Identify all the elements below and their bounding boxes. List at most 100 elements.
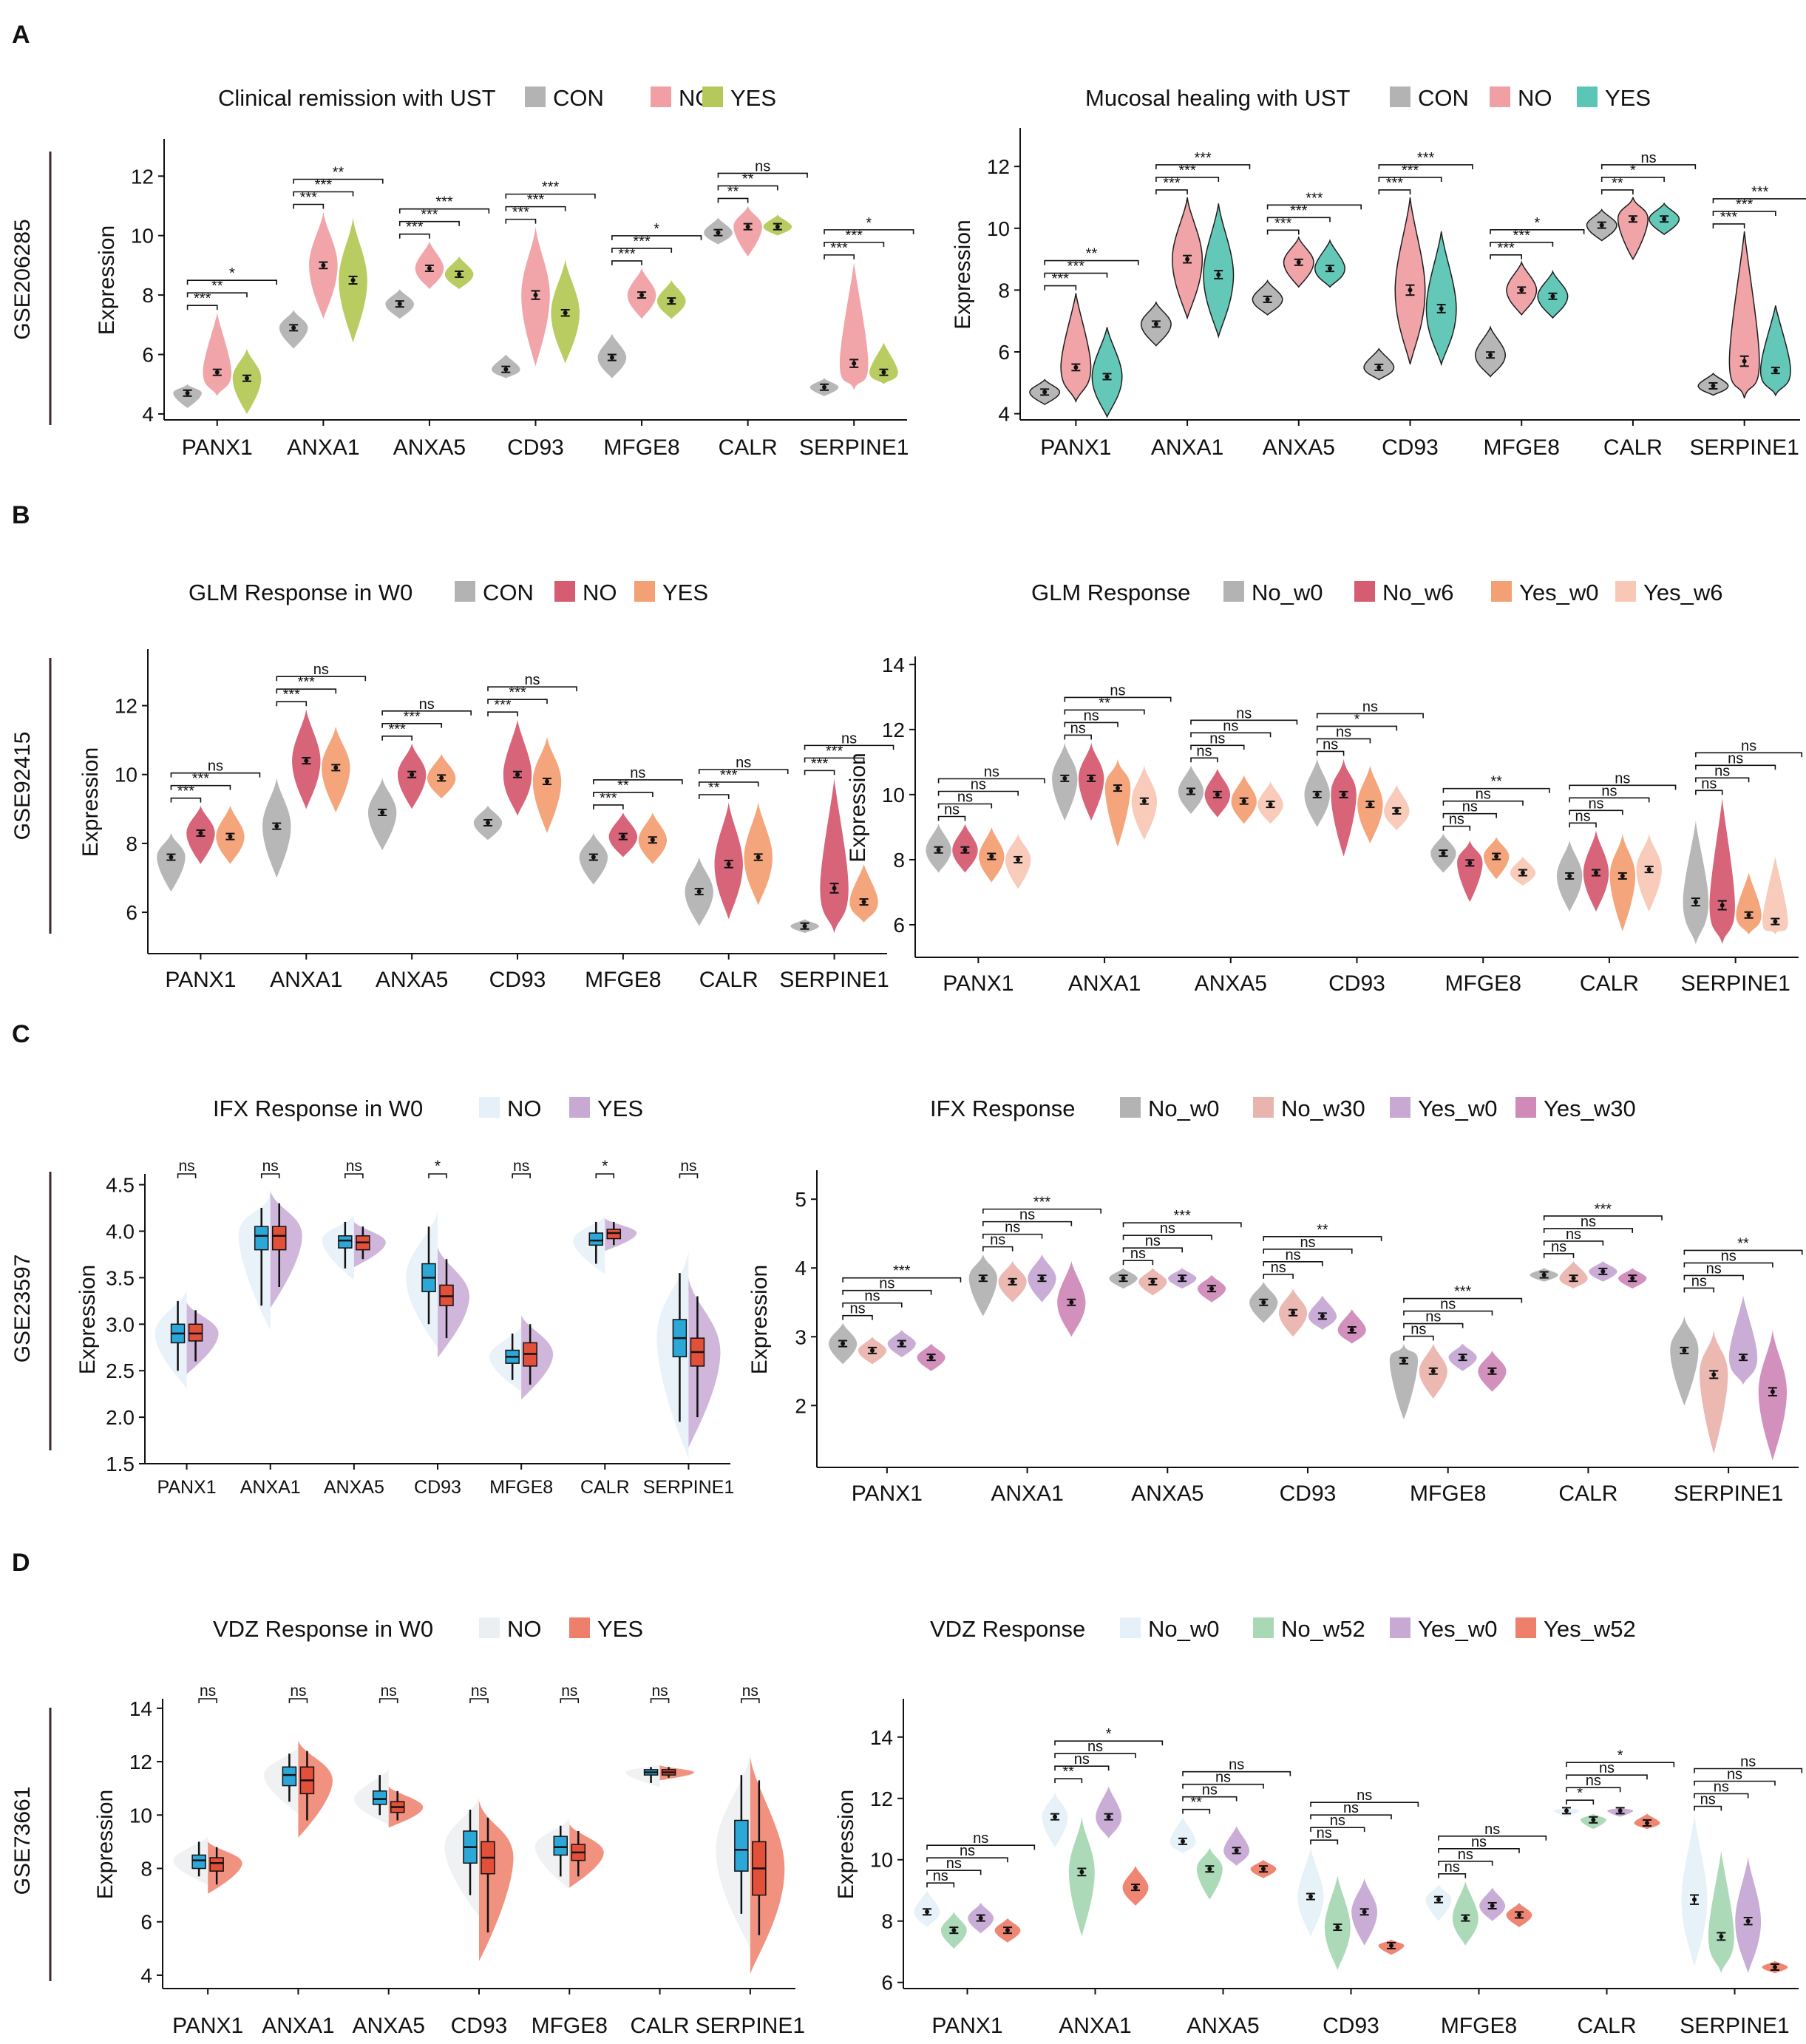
significance-label: ns — [1440, 1297, 1456, 1313]
significance-label: *** — [1052, 271, 1070, 288]
violin-no-w6 — [1457, 840, 1483, 903]
mean-point — [1441, 851, 1446, 856]
mean-point — [1516, 1912, 1521, 1918]
x-tick-label: MFGE8 — [1484, 435, 1560, 460]
significance-label: ns — [1317, 1825, 1332, 1841]
significance-bracket — [926, 1882, 955, 1888]
violin-yes-w0 — [1104, 758, 1131, 847]
significance-label: *** — [1386, 175, 1404, 191]
significance-label: ns — [971, 777, 986, 793]
mean-point — [936, 847, 941, 852]
significance-bracket — [1543, 1215, 1663, 1220]
mean-point — [963, 847, 968, 852]
significance-bracket — [381, 710, 472, 716]
chart-title: Clinical remission with UST — [218, 85, 496, 111]
mean-point — [1519, 288, 1524, 293]
significance-bracket — [926, 1844, 1036, 1850]
significance-label: * — [1617, 1748, 1623, 1764]
y-tick-label: 6 — [998, 341, 1010, 364]
y-tick-label: 4 — [142, 403, 154, 426]
significance-bracket — [177, 1173, 197, 1178]
dataset-label-c: GSE23597 — [10, 1254, 35, 1363]
mean-point — [1053, 1814, 1058, 1819]
significance-label: ns — [1229, 1757, 1244, 1773]
legend-swatch-yes — [569, 1097, 590, 1118]
significance-label: ns — [208, 758, 223, 775]
significance-bracket — [186, 279, 277, 285]
significance-label: *** — [512, 205, 530, 221]
significance-label: ** — [333, 165, 344, 181]
mean-point — [1069, 1300, 1074, 1305]
significance-bracket — [1064, 721, 1118, 727]
significance-label: *** — [1290, 203, 1308, 219]
x-tick-label: ANXA1 — [287, 435, 359, 460]
significance-label: *** — [1736, 197, 1754, 213]
significance-bracket — [842, 1289, 932, 1295]
significance-label: ** — [742, 171, 754, 187]
mean-point — [1646, 867, 1651, 872]
x-tick-label: MFGE8 — [1441, 2014, 1517, 2038]
y-tick-label: 8 — [126, 832, 138, 855]
y-tick-label: 6 — [140, 1911, 152, 1934]
violin-no — [1617, 197, 1649, 261]
significance-bracket — [1403, 1335, 1434, 1341]
split-violin-yes — [479, 1800, 514, 1961]
significance-label: ns — [1336, 724, 1351, 740]
x-tick-label: SERPINE1 — [779, 968, 889, 992]
mean-point — [1234, 1848, 1239, 1853]
legend-label-yes-w6: Yes_w6 — [1643, 580, 1722, 605]
mean-point — [1520, 870, 1525, 875]
significance-bracket — [842, 1314, 873, 1320]
significance-label: ns — [1721, 1248, 1737, 1264]
significance-bracket — [698, 781, 759, 787]
chart-title: VDZ Response — [930, 1616, 1085, 1642]
x-tick-label: PANX1 — [943, 971, 1014, 996]
significance-label: ns — [1588, 795, 1603, 812]
x-tick-label: MFGE8 — [532, 2014, 608, 2038]
significance-label: ns — [1323, 736, 1338, 753]
y-tick-label: 8 — [140, 1858, 152, 1881]
chart-ifx-response-w0: IFX Response in W0 NO YES 1.5 2.0 2.5 3.0 3.5 4.… — [75, 1096, 734, 1498]
significance-bracket — [487, 711, 518, 717]
significance-bracket — [1122, 1222, 1242, 1228]
mean-point — [1115, 786, 1120, 791]
y-tick-label: 10 — [882, 784, 905, 807]
significance-bracket — [1490, 241, 1554, 247]
mean-point — [185, 390, 190, 395]
box-no — [734, 1819, 749, 1872]
y-tick-label: 10 — [987, 217, 1010, 240]
significance-label: * — [435, 1158, 441, 1175]
y-tick-label: 3.0 — [106, 1313, 135, 1336]
significance-bracket — [1190, 757, 1218, 763]
significance-label: ns — [1130, 1246, 1146, 1262]
box-no — [191, 1854, 206, 1870]
violin-no — [1728, 231, 1760, 398]
significance-label: *** — [1595, 1201, 1612, 1218]
significance-label: *** — [1497, 240, 1515, 257]
y-axis-label: Expression — [951, 220, 975, 329]
y-tick-label: 2 — [795, 1394, 807, 1417]
mean-point — [1564, 1808, 1569, 1813]
significance-label: ns — [1484, 1821, 1500, 1838]
y-tick-label: 10 — [131, 225, 154, 248]
violin-yes — [849, 863, 878, 923]
legend-swatch-yes-w52 — [1515, 1617, 1536, 1638]
significance-bracket — [398, 208, 490, 214]
mean-point — [1327, 266, 1332, 271]
significance-bracket — [1442, 825, 1471, 831]
significance-label: ns — [1586, 1773, 1601, 1789]
y-tick-label: 8 — [893, 849, 905, 872]
x-tick-label: CALR — [1577, 2014, 1636, 2038]
significance-label: * — [1577, 1785, 1583, 1802]
significance-label: ns — [1701, 775, 1717, 792]
significance-label: ns — [1196, 743, 1212, 759]
significance-label: ns — [1223, 718, 1238, 734]
significance-label: *** — [298, 674, 316, 690]
significance-bracket — [1044, 259, 1139, 265]
significance-label: ns — [849, 1301, 865, 1317]
mean-point — [841, 1341, 846, 1346]
chart-vdz-response-w0: VDZ Response in W0 NO YES 4 6 8 10 12 14 Expressi… — [93, 1616, 805, 2038]
x-tick-label: CALR — [1558, 1481, 1617, 1506]
box-no — [372, 1790, 387, 1805]
significance-bracket — [1543, 1228, 1633, 1233]
